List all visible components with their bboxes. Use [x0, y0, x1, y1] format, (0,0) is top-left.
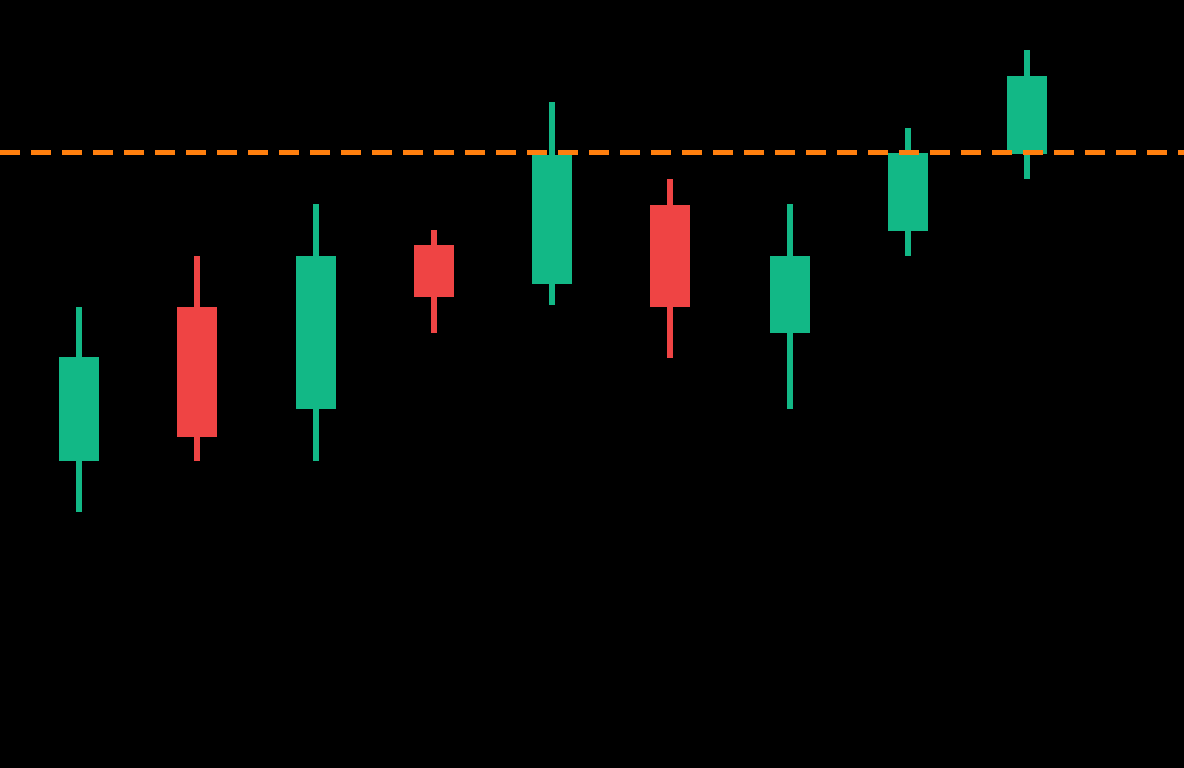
- threshold-line: [0, 150, 1184, 155]
- candle-body-1: [59, 357, 99, 461]
- candle-body-2: [177, 307, 217, 437]
- candle-body-9: [1007, 76, 1047, 154]
- candle-body-8: [888, 153, 928, 231]
- candle-body-4: [414, 245, 454, 297]
- candle-body-5: [532, 155, 572, 284]
- candle-body-6: [650, 205, 690, 307]
- candle-body-7: [770, 256, 810, 333]
- candle-body-3: [296, 256, 336, 409]
